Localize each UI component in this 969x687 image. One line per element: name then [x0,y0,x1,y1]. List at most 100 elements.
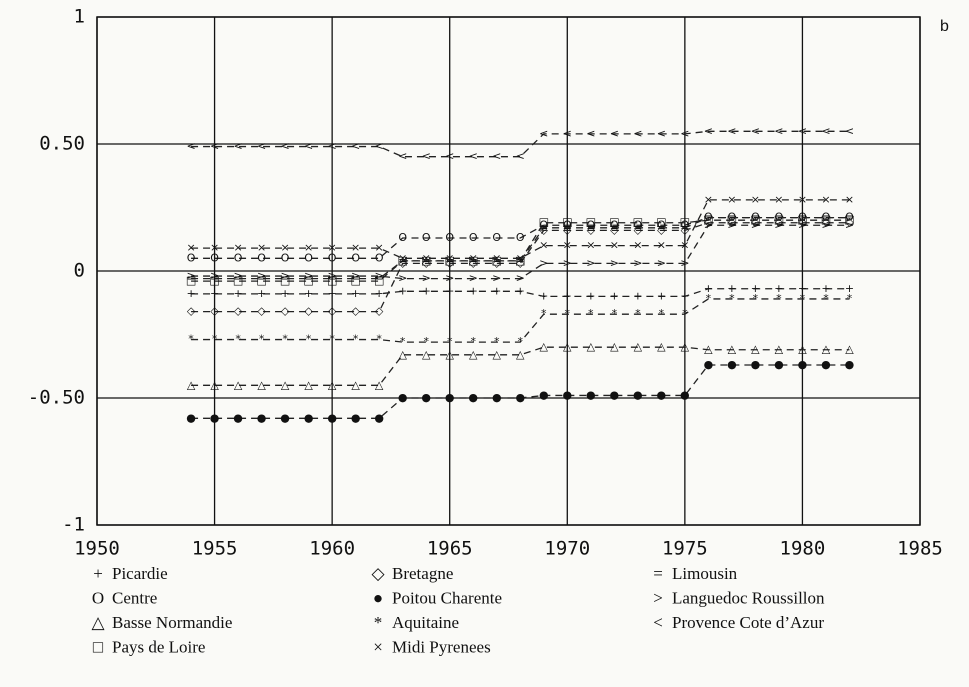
point-marker: < [445,150,454,163]
point-marker: + [680,289,689,302]
legend-label: Basse Normandie [112,613,232,632]
point-marker: = [516,254,525,267]
point-marker: O [210,251,219,264]
point-marker: + [845,282,854,295]
point-marker: < [704,124,713,137]
series-line [191,217,850,259]
point-marker: > [798,218,807,231]
point-marker: × [727,193,736,206]
point-marker: > [375,269,384,282]
point-marker: □ [750,213,760,226]
point-marker: ● [727,358,737,371]
point-marker: > [563,256,572,269]
point-marker: + [727,282,736,295]
point-marker: + [539,289,548,302]
point-marker: < [492,150,501,163]
point-marker: ● [257,411,267,424]
point-marker: ◇ [798,216,807,229]
point-marker: × [610,239,619,252]
x-tick-label: 1950 [74,538,120,560]
point-marker: △ [398,348,407,361]
point-marker: + [516,284,525,297]
point-marker: = [375,272,384,285]
point-marker: × [680,239,689,252]
point-marker: < [633,127,642,140]
point-marker: × [398,251,407,264]
point-marker: O [469,231,478,244]
point-marker: ◇ [563,223,572,236]
point-marker: △ [822,343,831,356]
point-marker: + [657,289,666,302]
point-marker: × [233,241,242,254]
point-marker: * [376,333,382,346]
point-marker: < [375,140,384,153]
point-marker: * [235,333,241,346]
point-marker: △ [704,343,713,356]
point-marker: O [234,251,243,264]
point-marker: □ [774,213,784,226]
point-marker: + [445,284,454,297]
legend-symbol: O [92,588,104,607]
point-marker: ◇ [728,216,737,229]
point-marker: > [304,269,313,282]
point-marker: = [633,221,642,234]
point-marker: O [681,218,690,231]
point-marker: + [375,287,384,300]
point-marker: O [422,231,431,244]
legend-symbol: < [653,613,663,632]
point-marker: + [821,282,830,295]
point-marker: × [492,251,501,264]
series-line [191,217,850,280]
point-marker: ◇ [304,305,313,318]
point-marker: ● [657,388,667,401]
point-marker: O [492,231,501,244]
point-marker: △ [775,343,784,356]
point-marker: □ [727,213,737,226]
point-marker: △ [234,378,243,391]
point-marker: > [469,272,478,285]
point-marker: △ [187,378,196,391]
point-marker: * [470,335,476,348]
point-marker: > [845,218,854,231]
point-marker: = [680,221,689,234]
point-marker: > [751,218,760,231]
point-marker: + [186,287,195,300]
legend-symbol: △ [91,613,105,632]
point-marker: ● [845,358,855,371]
point-marker: < [798,124,807,137]
point-marker: = [233,272,242,285]
point-marker: * [823,292,829,305]
series-line [191,288,850,298]
point-marker: = [328,272,337,285]
legend-symbol: > [653,588,663,607]
legend-label: Pays de Loire [112,637,205,656]
legend-symbol: = [653,564,663,583]
point-marker: × [845,193,854,206]
legend-symbol: + [93,564,103,583]
x-tick-label: 1985 [897,538,943,560]
point-marker: □ [586,216,596,229]
point-marker: = [257,272,266,285]
point-marker: > [516,272,525,285]
x-tick-label: 1975 [662,538,708,560]
point-marker: O [516,231,525,244]
point-marker: △ [845,343,854,356]
point-marker: + [633,289,642,302]
legend-symbol: ● [373,588,383,607]
point-marker: ◇ [445,256,454,269]
point-marker: > [727,218,736,231]
point-marker: × [821,193,830,206]
point-marker: < [186,140,195,153]
point-marker: + [798,282,807,295]
point-marker: * [329,333,335,346]
point-marker: × [563,239,572,252]
point-marker: * [565,307,571,320]
point-marker: △ [563,340,572,353]
point-marker: × [657,239,666,252]
point-marker: × [281,241,290,254]
point-marker: ● [351,411,361,424]
point-marker: < [680,127,689,140]
point-marker: □ [703,213,713,226]
point-marker: ◇ [681,223,690,236]
